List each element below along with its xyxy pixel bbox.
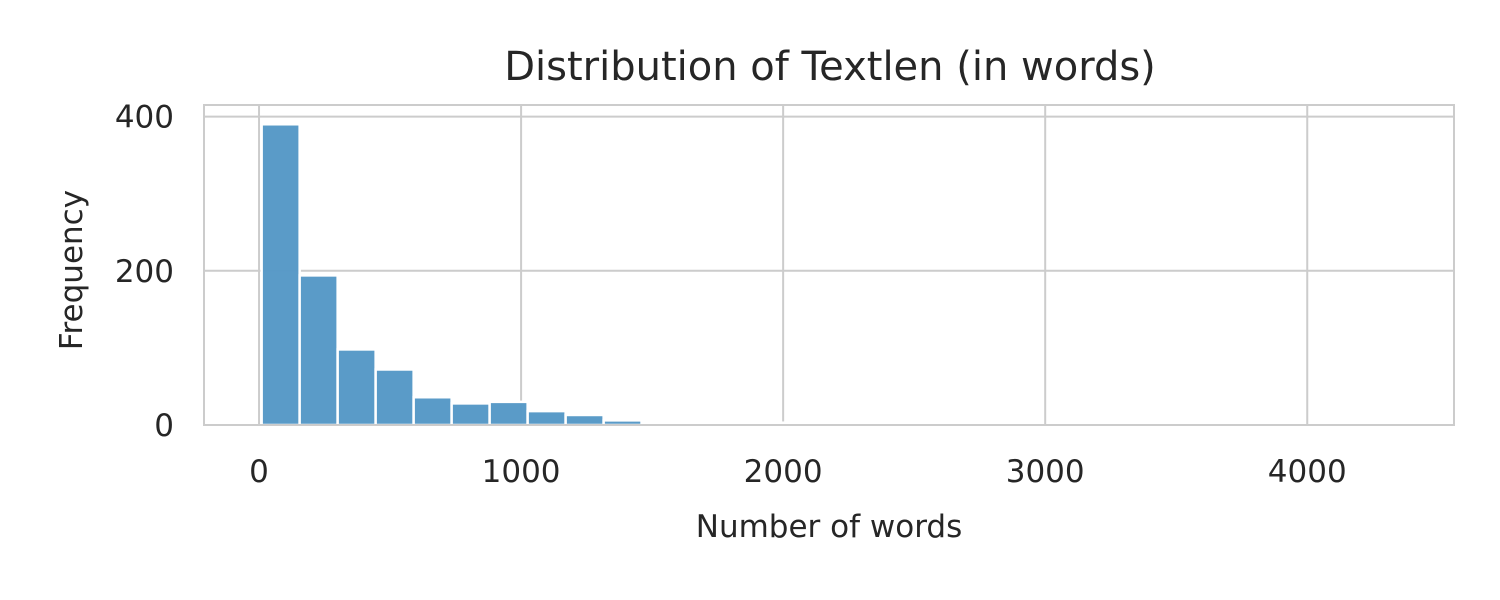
- histogram-bar: [564, 413, 605, 427]
- x-tick-label: 3000: [1006, 454, 1085, 490]
- histogram-bar: [298, 274, 339, 427]
- x-tick-label: 1000: [482, 454, 561, 490]
- chart-title: Distribution of Textlen (in words): [504, 44, 1156, 90]
- x-axis-label: Number of words: [696, 509, 962, 545]
- histogram-bars: [260, 123, 1403, 427]
- x-tick-labels: 0 1000 2000 3000 4000: [249, 454, 1347, 490]
- y-tick-label: 400: [115, 100, 174, 136]
- y-tick-label: 200: [115, 254, 174, 290]
- y-tick-labels: 0 200 400: [115, 100, 174, 444]
- histogram-bar: [450, 402, 491, 427]
- histogram-bar: [374, 368, 415, 427]
- x-tick-label: 2000: [744, 454, 823, 490]
- histogram-bar: [526, 409, 567, 427]
- histogram-bar: [336, 348, 377, 427]
- histogram-bar: [260, 123, 301, 427]
- x-tick-label: 0: [249, 454, 269, 490]
- histogram-bar: [488, 400, 529, 427]
- y-tick-label: 0: [154, 408, 174, 444]
- plot-frame: [203, 104, 1455, 426]
- y-axis-label: Frequency: [54, 190, 90, 350]
- x-tick-label: 4000: [1268, 454, 1347, 490]
- histogram-bar: [412, 395, 453, 427]
